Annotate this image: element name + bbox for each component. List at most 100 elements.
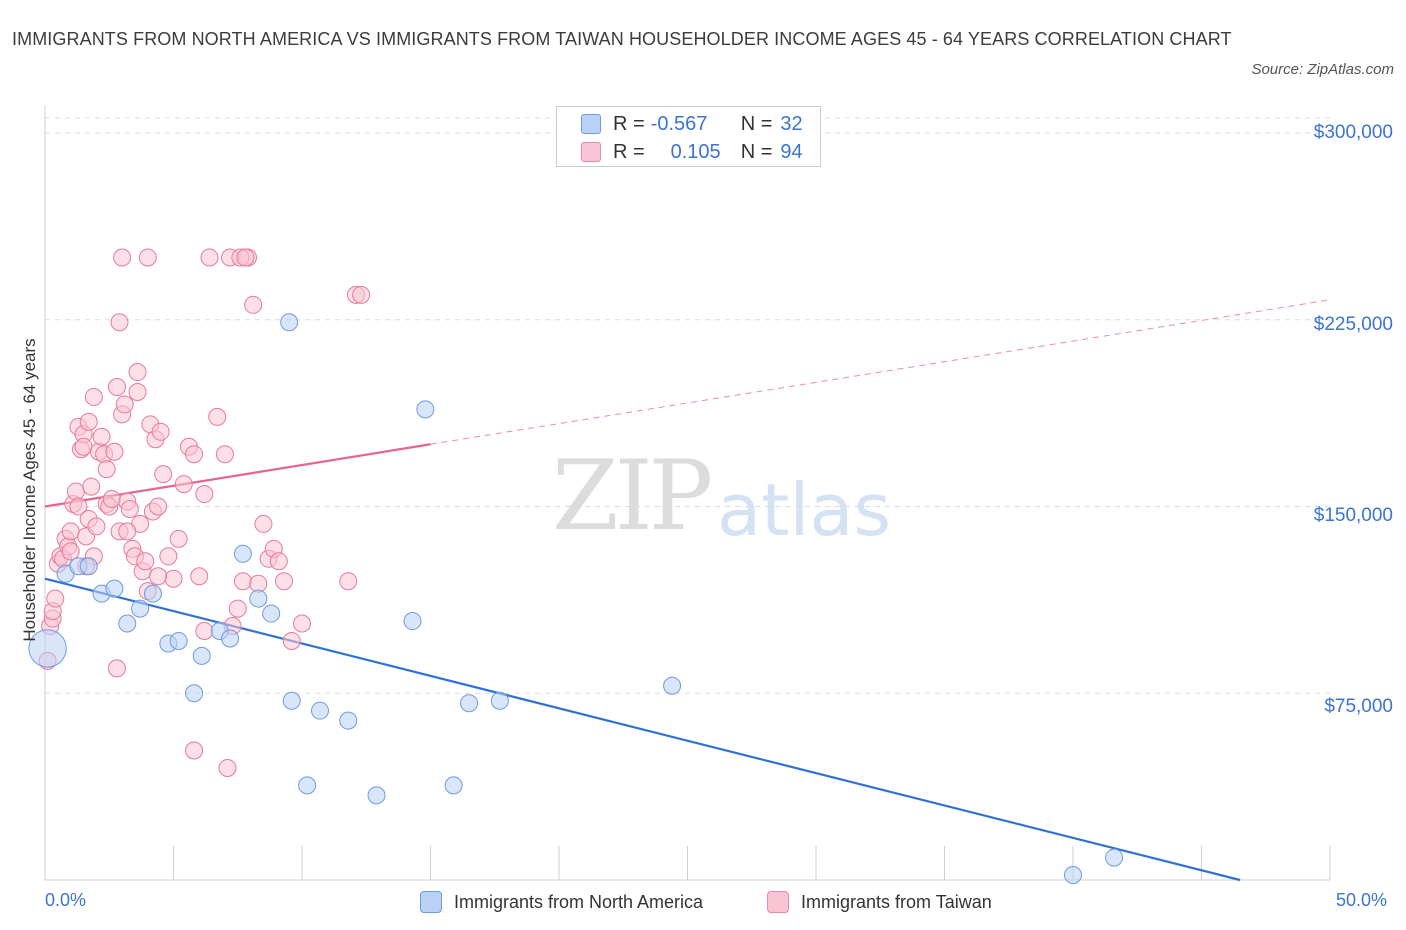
point-taiwan [293,614,311,633]
point-taiwan [66,482,85,501]
axes [44,105,1331,881]
point-taiwan [149,497,168,516]
legend-swatch-pink [767,891,789,913]
point-north-america [1064,866,1082,885]
point-taiwan [215,445,234,464]
point-taiwan [92,427,111,446]
y-axis-label: Householder Income Ages 45 - 64 years [20,338,39,642]
point-taiwan [87,517,106,536]
point-north-america [282,691,301,710]
x-tick-label: 0.0% [45,890,87,910]
point-north-america [490,691,509,710]
trend-line-taiwan-extension [430,299,1331,445]
correlation-legend: R = -0.567 N = 32 R = 0.105 N = 94 [556,106,821,167]
point-north-america [221,629,240,648]
point-taiwan [154,465,173,484]
point-taiwan [113,248,132,267]
point-taiwan [79,412,98,431]
legend-swatch-blue [581,114,601,134]
legend-n-label: N = [740,112,773,135]
point-north-america [262,604,281,623]
watermark-zip: ZIP [552,440,713,552]
legend-item-taiwan: Immigrants from Taiwan [767,889,992,915]
legend-swatch-blue [420,891,442,913]
point-taiwan [218,758,237,777]
source-note: Source: ZipAtlas.com [1251,61,1394,78]
point-taiwan [136,552,155,571]
legend-r-label: R = [613,112,645,135]
data-points [28,248,1124,885]
point-taiwan [254,514,273,533]
point-taiwan [164,569,183,588]
point-taiwan [185,741,204,760]
point-taiwan [105,442,124,461]
point-taiwan [339,572,358,591]
point-taiwan [110,313,129,332]
point-north-america [280,313,299,332]
y-tick-label: $75,000 [1324,696,1393,717]
trend-line-north-america [44,577,1241,882]
point-north-america [298,776,317,795]
watermark-atlas: atlas [717,468,891,552]
point-north-america [416,400,435,419]
x-tick-label: 50.0% [1336,890,1388,910]
point-taiwan [200,248,219,267]
legend-series-label: Immigrants from North America [454,891,704,912]
point-north-america [460,694,479,713]
legend-r-value: -0.567 [650,112,708,135]
point-taiwan [61,522,80,541]
point-north-america [28,629,67,668]
y-tick-label: $300,000 [1313,122,1393,143]
point-taiwan [228,599,247,618]
legend-row-north-america: R = -0.567 N = 32 [581,111,803,137]
point-north-america [1105,848,1124,867]
y-tick-label: $225,000 [1313,314,1393,335]
point-taiwan [69,497,88,516]
point-taiwan [149,567,168,586]
y-axis-label-wrap: Householder Income Ages 45 - 64 years [15,140,45,840]
legend-r-value: 0.105 [670,140,721,163]
legend-r-label: R = [613,140,645,163]
point-taiwan [46,589,65,608]
point-taiwan [115,395,134,414]
point-taiwan [151,422,170,441]
point-north-america [143,584,162,603]
point-taiwan [195,622,214,640]
point-taiwan [282,631,301,650]
point-taiwan [138,248,157,267]
legend-n-value: 32 [780,112,803,135]
point-taiwan [236,248,255,267]
point-north-america [444,776,463,795]
point-taiwan [107,377,126,396]
point-taiwan [190,567,209,586]
point-north-america [339,711,358,730]
point-taiwan [102,490,121,509]
point-north-america [118,614,137,633]
legend-series-label: Immigrants from Taiwan [801,891,992,912]
point-taiwan [97,460,116,479]
point-taiwan [128,382,147,401]
point-taiwan [275,572,294,591]
point-taiwan [82,477,101,496]
point-taiwan [269,552,288,571]
point-north-america [403,612,422,631]
point-north-america [185,684,204,703]
point-taiwan [195,485,214,504]
point-north-america [105,579,124,598]
legend-row-taiwan: R = 0.105 N = 94 [581,139,803,165]
point-taiwan [185,445,204,464]
y-tick-label: $150,000 [1313,505,1393,526]
legend-n-value: 94 [780,140,803,163]
point-north-america [79,557,98,576]
point-taiwan [128,363,147,382]
trend-lines [44,299,1331,882]
point-taiwan [107,659,126,678]
point-taiwan [169,529,188,548]
legend-n-label: N = [740,140,773,163]
point-taiwan [174,475,193,494]
point-taiwan [244,295,263,314]
point-north-america [249,589,268,608]
point-taiwan [352,285,371,304]
point-taiwan [84,387,103,406]
point-north-america [233,544,252,563]
